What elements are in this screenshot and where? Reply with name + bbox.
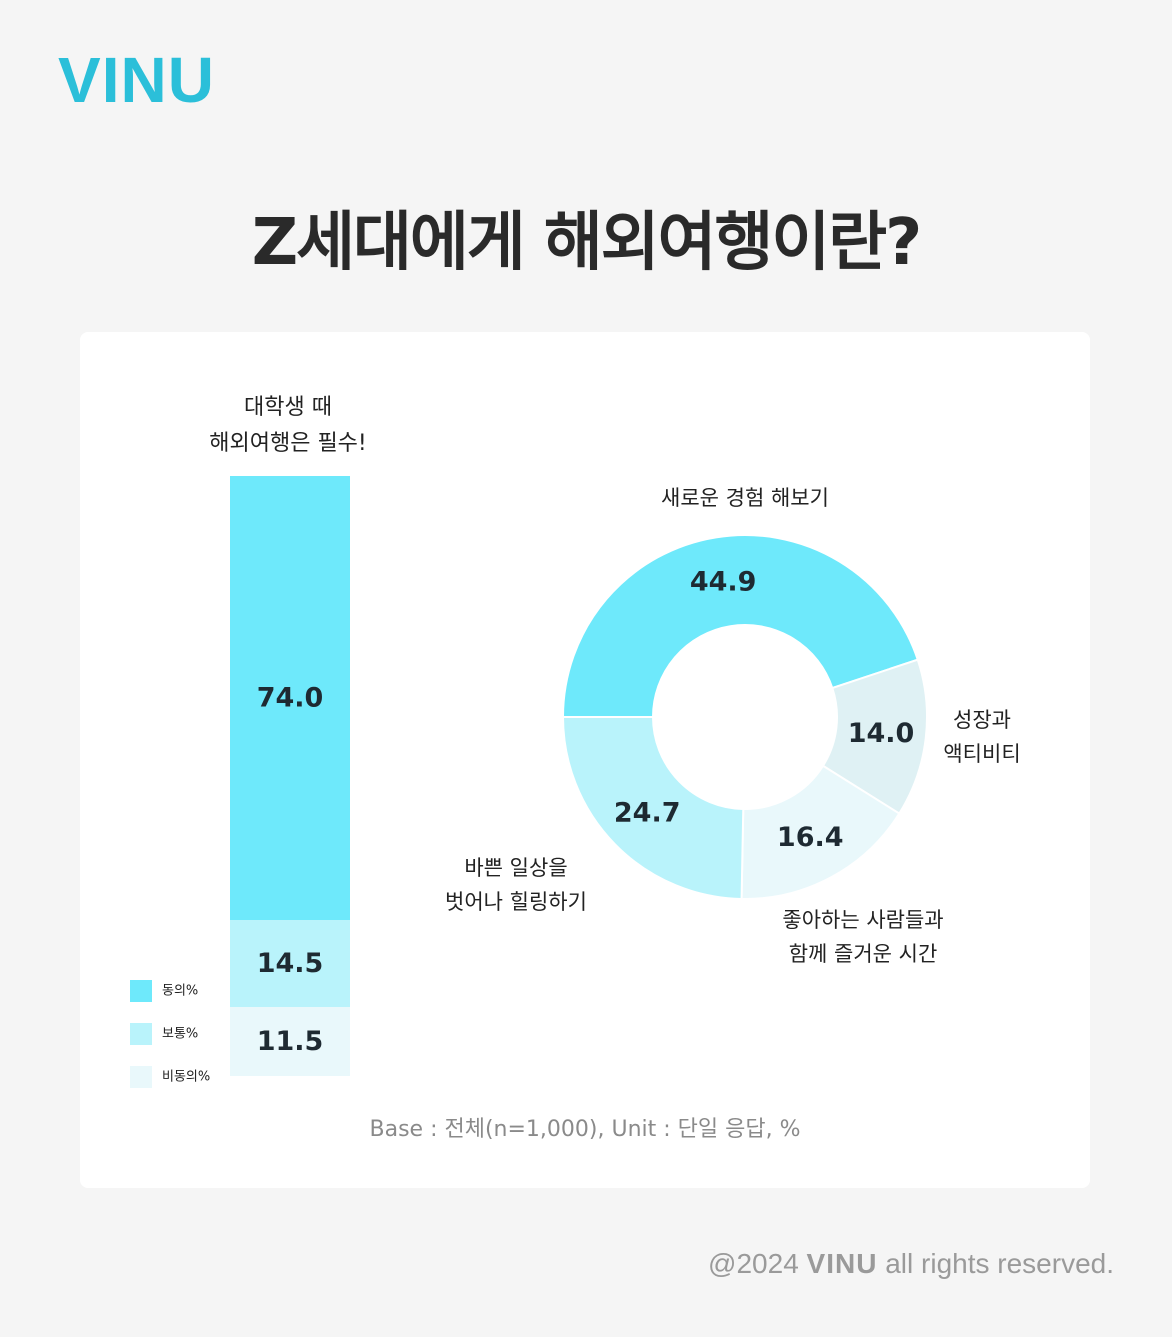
donut-value-label-2: 14.0 (848, 718, 915, 749)
bar-segment-2 (230, 920, 350, 1007)
bar-value-label-2: 14.5 (257, 948, 324, 979)
chart-card: 대학생 때 해외여행은 필수! 74.0 14.5 11.5 동의% 보통% 비동의% … (80, 332, 1090, 1188)
legend-label-2: 보통% (162, 1027, 198, 1042)
base-note: Base : 전체(n=1,000), Unit : 단일 응답, % (370, 1117, 801, 1142)
donut-category-label-2-2: 액티비티 (943, 742, 1020, 766)
footer-prefix: @2024 (708, 1248, 799, 1279)
bar-title-line-1: 대학생 때 (244, 395, 332, 420)
bar-title-line-2: 해외여행은 필수! (209, 431, 367, 456)
donut-slice-3 (740, 764, 901, 900)
donut-slice-4 (561, 716, 745, 900)
copyright-footer: @2024 VINU all rights reserved. (708, 1244, 1114, 1284)
bar-segment-3 (230, 1007, 350, 1076)
stacked-bar: 74.0 14.5 11.5 (230, 476, 350, 1076)
legend-label-1: 동의% (162, 984, 198, 999)
bar-value-label-1: 74.0 (257, 683, 324, 714)
donut-slice-1 (561, 534, 920, 718)
bar-value-label-3: 11.5 (257, 1026, 324, 1057)
vinu-logo: VINU (58, 44, 215, 116)
donut-category-label-1-1: 새로운 경험 해보기 (661, 486, 829, 510)
legend-swatch-3 (130, 1066, 152, 1088)
legend-swatch-2 (130, 1023, 152, 1045)
footer-suffix: all rights reserved. (885, 1248, 1114, 1279)
donut-value-label-3: 16.4 (777, 822, 844, 853)
chart-canvas: 대학생 때 해외여행은 필수! 74.014.511.5 동의%보통%비동의% … (130, 395, 1021, 1142)
donut-category-label-2-1: 성장과 (953, 708, 1011, 732)
donut-value-label-1: 44.9 (690, 566, 757, 597)
legend-swatch-1 (130, 980, 152, 1002)
footer-logo: VINU (806, 1248, 878, 1279)
donut-category-label-4-1: 바쁜 일상을 (464, 856, 567, 880)
donut-value-label-4: 24.7 (614, 797, 681, 828)
bar-segment-1 (230, 476, 350, 920)
legend: 동의% 보통% 비동의% (130, 980, 210, 1088)
donut-category-label-3-2: 함께 즐거운 시간 (789, 942, 938, 966)
legend-label-3: 비동의% (162, 1070, 210, 1085)
donut-category-label-4-2: 벗어나 힐링하기 (445, 890, 587, 914)
donut-category-label-3-1: 좋아하는 사람들과 (782, 908, 943, 932)
page-title: Z세대에게 해외여행이란? (251, 206, 923, 280)
